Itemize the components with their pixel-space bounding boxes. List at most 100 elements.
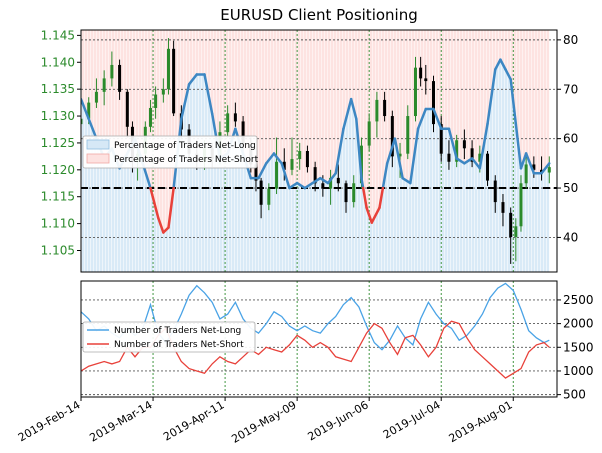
net-short-percentage-line bbox=[167, 186, 175, 229]
price-candle bbox=[413, 56, 417, 122]
net-long-percentage-line bbox=[409, 127, 420, 185]
candle-body bbox=[501, 202, 505, 213]
left-axis-tick-label: 1.140 bbox=[41, 55, 75, 69]
count-axis-tick-label: 500 bbox=[563, 388, 586, 402]
net-long-percentage-line bbox=[203, 73, 214, 116]
price-candle bbox=[259, 177, 263, 219]
left-axis-tick-label: 1.125 bbox=[41, 136, 75, 150]
positioning-legend: Percentage of Traders Net-Long Percentag… bbox=[82, 135, 259, 169]
candle-body bbox=[462, 140, 466, 149]
price-candle bbox=[519, 175, 523, 232]
net-long-percentage-line bbox=[272, 152, 283, 165]
net-long-percentage-line bbox=[493, 58, 502, 71]
candle-body bbox=[148, 107, 152, 127]
candle-body bbox=[375, 99, 379, 122]
net-long-percentage-line bbox=[470, 157, 482, 170]
net-long-percentage-line bbox=[514, 122, 523, 170]
price-candle bbox=[94, 78, 98, 108]
candle-body bbox=[486, 153, 490, 181]
price-candle bbox=[509, 207, 513, 264]
candle-body bbox=[470, 148, 474, 162]
candle-body bbox=[406, 116, 410, 154]
price-candle bbox=[305, 145, 309, 173]
candle-body bbox=[259, 180, 263, 205]
left-axis-tick-label: 1.135 bbox=[41, 82, 75, 96]
x-axis-tick-label: 2019-Aug-01 bbox=[447, 398, 515, 445]
left-axis-tick-label: 1.110 bbox=[41, 217, 75, 231]
candle-body bbox=[424, 78, 428, 82]
price-candle bbox=[514, 218, 518, 262]
price-candle bbox=[275, 137, 279, 195]
legend-entry-net-short: Percentage of Traders Net-Short bbox=[114, 155, 259, 165]
candle-body bbox=[102, 78, 106, 92]
price-candle bbox=[290, 137, 294, 176]
legend-entry-count-short: Number of Traders Net-Short bbox=[114, 340, 244, 350]
candle-body bbox=[81, 118, 83, 125]
net-short-percentage-line bbox=[156, 216, 165, 234]
positioning-panel: 1.105 1.110 1.115 1.120 1.125 1.130 1.135 1.140… bbox=[41, 28, 578, 273]
left-axis-tick-label: 1.145 bbox=[41, 28, 75, 42]
net-long-percentage-line bbox=[385, 137, 397, 165]
candle-body bbox=[509, 212, 513, 238]
price-candle bbox=[125, 89, 129, 138]
price-candle bbox=[367, 113, 371, 151]
price-candle bbox=[110, 51, 114, 87]
net-long-percentage-line bbox=[288, 181, 299, 190]
net-long-percentage-line bbox=[486, 68, 497, 126]
candle-body bbox=[313, 167, 317, 184]
price-candle bbox=[298, 142, 302, 170]
price-candle bbox=[406, 105, 410, 160]
right-axis-tick-label: 40 bbox=[563, 230, 578, 244]
right-axis-tick-label: 70 bbox=[563, 82, 578, 96]
candle-body bbox=[431, 81, 435, 125]
right-axis-tick-label: 80 bbox=[563, 33, 578, 47]
price-candle bbox=[166, 38, 170, 95]
candle-body bbox=[172, 48, 176, 114]
right-axis-tick-label: 50 bbox=[563, 181, 578, 195]
left-axis-tick-label: 1.130 bbox=[41, 109, 75, 123]
net-long-percentage-line bbox=[416, 107, 428, 131]
net-long-percentage-line bbox=[87, 117, 98, 140]
price-candle bbox=[329, 169, 333, 205]
price-candle bbox=[102, 70, 106, 106]
candle-body bbox=[254, 164, 258, 181]
left-axis-tick-label: 1.115 bbox=[41, 190, 75, 204]
legend-entry-count-long: Number of Traders Net-Long bbox=[114, 326, 241, 336]
net-short-percentage-line bbox=[361, 186, 368, 210]
net-long-percentage-line bbox=[334, 127, 345, 175]
price-candle bbox=[352, 175, 356, 208]
trader-count-plot-frame bbox=[80, 280, 558, 398]
price-candle bbox=[540, 156, 544, 181]
net-long-percentage-line bbox=[342, 97, 353, 131]
candle-body bbox=[390, 116, 394, 157]
candle-body bbox=[547, 167, 551, 173]
net-long-percentage-line bbox=[355, 117, 363, 180]
net-short-percentage-line bbox=[365, 206, 373, 224]
price-candle bbox=[267, 183, 271, 211]
net-long-percentage-line bbox=[401, 176, 412, 185]
candle-body bbox=[398, 153, 402, 157]
candle-body bbox=[532, 164, 536, 170]
candle-body bbox=[110, 64, 114, 79]
count-axis-tick-label: 2000 bbox=[563, 317, 594, 331]
net-long-percentage-line bbox=[349, 97, 358, 121]
net-long-percentage-line bbox=[478, 122, 489, 170]
candle-body bbox=[329, 177, 333, 189]
candle-body bbox=[282, 161, 286, 170]
trader-count-panel: 500 1000 1500 2000 2500 Number of Traders Ne… bbox=[80, 280, 594, 402]
candle-body bbox=[419, 67, 423, 79]
candle-body bbox=[493, 180, 497, 203]
net-short-percentage-line bbox=[378, 186, 385, 210]
count-axis-tick-label: 1500 bbox=[563, 340, 594, 354]
candle-body bbox=[275, 161, 279, 189]
candle-body bbox=[540, 169, 544, 173]
candle-body bbox=[161, 89, 165, 95]
price-candle bbox=[501, 194, 505, 227]
candle-body bbox=[447, 153, 451, 162]
candle-body bbox=[290, 159, 294, 170]
net-short-percentage-line bbox=[149, 186, 160, 219]
price-candle bbox=[154, 86, 158, 119]
price-candle bbox=[390, 110, 394, 168]
positioning-plot-frame bbox=[80, 29, 558, 273]
